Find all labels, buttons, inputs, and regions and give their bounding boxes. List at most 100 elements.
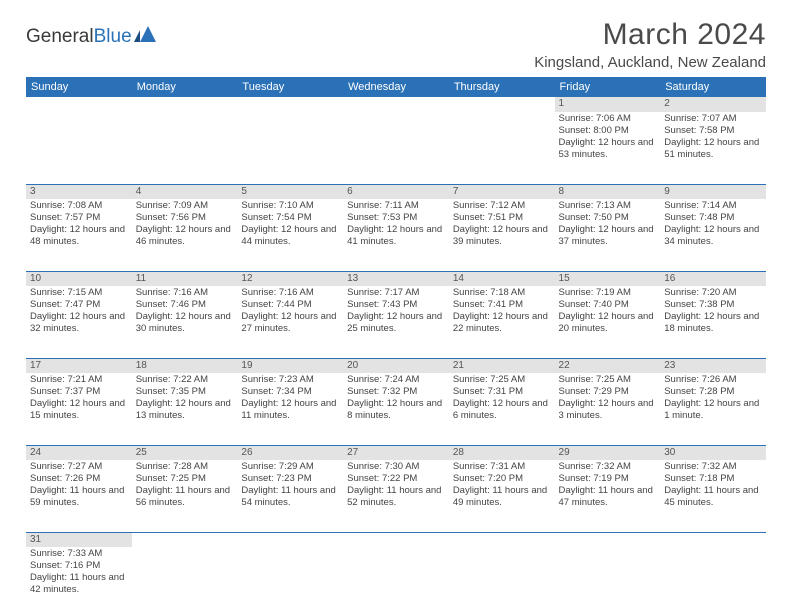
day-number-cell (555, 532, 661, 547)
day-content-cell: Sunrise: 7:12 AMSunset: 7:51 PMDaylight:… (449, 199, 555, 271)
daylight-text: Daylight: 11 hours and 59 minutes. (30, 485, 128, 509)
daylight-text: Daylight: 12 hours and 3 minutes. (559, 398, 657, 422)
daylight-text: Daylight: 12 hours and 27 minutes. (241, 311, 339, 335)
daylight-text: Daylight: 12 hours and 39 minutes. (453, 224, 551, 248)
day-content-cell: Sunrise: 7:28 AMSunset: 7:25 PMDaylight:… (132, 460, 238, 532)
sunrise-text: Sunrise: 7:09 AM (136, 200, 234, 212)
daynum-row: 3456789 (26, 184, 766, 199)
sunset-text: Sunset: 7:44 PM (241, 299, 339, 311)
content-row: Sunrise: 7:06 AMSunset: 8:00 PMDaylight:… (26, 112, 766, 184)
day-number-cell: 26 (237, 445, 343, 460)
daynum-row: 17181920212223 (26, 358, 766, 373)
sunrise-text: Sunrise: 7:29 AM (241, 461, 339, 473)
day-details: Sunrise: 7:08 AMSunset: 7:57 PMDaylight:… (30, 199, 128, 248)
day-details: Sunrise: 7:21 AMSunset: 7:37 PMDaylight:… (30, 373, 128, 422)
daylight-text: Daylight: 12 hours and 22 minutes. (453, 311, 551, 335)
day-number-cell: 5 (237, 184, 343, 199)
day-number-cell: 10 (26, 271, 132, 286)
daylight-text: Daylight: 12 hours and 6 minutes. (453, 398, 551, 422)
day-number-cell: 6 (343, 184, 449, 199)
day-details: Sunrise: 7:30 AMSunset: 7:22 PMDaylight:… (347, 460, 445, 509)
day-number-cell: 8 (555, 184, 661, 199)
day-number-cell: 15 (555, 271, 661, 286)
sunset-text: Sunset: 7:29 PM (559, 386, 657, 398)
day-number-cell: 1 (555, 97, 661, 112)
day-number-cell: 11 (132, 271, 238, 286)
day-number-cell: 30 (660, 445, 766, 460)
day-content-cell: Sunrise: 7:25 AMSunset: 7:29 PMDaylight:… (555, 373, 661, 445)
daylight-text: Daylight: 12 hours and 20 minutes. (559, 311, 657, 335)
content-row: Sunrise: 7:27 AMSunset: 7:26 PMDaylight:… (26, 460, 766, 532)
daynum-row: 12 (26, 97, 766, 112)
day-content-cell: Sunrise: 7:15 AMSunset: 7:47 PMDaylight:… (26, 286, 132, 358)
day-details: Sunrise: 7:33 AMSunset: 7:16 PMDaylight:… (30, 547, 128, 596)
day-details: Sunrise: 7:18 AMSunset: 7:41 PMDaylight:… (453, 286, 551, 335)
daylight-text: Daylight: 12 hours and 15 minutes. (30, 398, 128, 422)
sunset-text: Sunset: 7:50 PM (559, 212, 657, 224)
day-number-cell: 21 (449, 358, 555, 373)
sunset-text: Sunset: 7:18 PM (664, 473, 762, 485)
sunrise-text: Sunrise: 7:22 AM (136, 374, 234, 386)
page-header: GeneralBlue March 2024 Kingsland, Auckla… (26, 18, 766, 71)
daylight-text: Daylight: 12 hours and 48 minutes. (30, 224, 128, 248)
day-content-cell: Sunrise: 7:16 AMSunset: 7:46 PMDaylight:… (132, 286, 238, 358)
sunrise-text: Sunrise: 7:23 AM (241, 374, 339, 386)
logo-text-dark: General (26, 26, 94, 48)
day-header: Thursday (449, 77, 555, 97)
sunset-text: Sunset: 7:28 PM (664, 386, 762, 398)
sunrise-text: Sunrise: 7:14 AM (664, 200, 762, 212)
day-content-cell: Sunrise: 7:18 AMSunset: 7:41 PMDaylight:… (449, 286, 555, 358)
daylight-text: Daylight: 12 hours and 37 minutes. (559, 224, 657, 248)
sunrise-text: Sunrise: 7:10 AM (241, 200, 339, 212)
day-details: Sunrise: 7:14 AMSunset: 7:48 PMDaylight:… (664, 199, 762, 248)
day-content-cell (343, 112, 449, 184)
day-content-cell: Sunrise: 7:07 AMSunset: 7:58 PMDaylight:… (660, 112, 766, 184)
calendar-page: GeneralBlue March 2024 Kingsland, Auckla… (0, 0, 792, 609)
day-details: Sunrise: 7:28 AMSunset: 7:25 PMDaylight:… (136, 460, 234, 509)
day-content-cell: Sunrise: 7:24 AMSunset: 7:32 PMDaylight:… (343, 373, 449, 445)
day-content-cell: Sunrise: 7:06 AMSunset: 8:00 PMDaylight:… (555, 112, 661, 184)
day-details: Sunrise: 7:26 AMSunset: 7:28 PMDaylight:… (664, 373, 762, 422)
day-details: Sunrise: 7:32 AMSunset: 7:19 PMDaylight:… (559, 460, 657, 509)
day-number-cell: 23 (660, 358, 766, 373)
day-content-cell: Sunrise: 7:10 AMSunset: 7:54 PMDaylight:… (237, 199, 343, 271)
day-content-cell: Sunrise: 7:19 AMSunset: 7:40 PMDaylight:… (555, 286, 661, 358)
sunrise-text: Sunrise: 7:27 AM (30, 461, 128, 473)
day-content-cell: Sunrise: 7:29 AMSunset: 7:23 PMDaylight:… (237, 460, 343, 532)
sunset-text: Sunset: 7:35 PM (136, 386, 234, 398)
day-details: Sunrise: 7:22 AMSunset: 7:35 PMDaylight:… (136, 373, 234, 422)
day-details: Sunrise: 7:25 AMSunset: 7:31 PMDaylight:… (453, 373, 551, 422)
day-content-cell: Sunrise: 7:09 AMSunset: 7:56 PMDaylight:… (132, 199, 238, 271)
sunrise-text: Sunrise: 7:07 AM (664, 113, 762, 125)
sunset-text: Sunset: 7:19 PM (559, 473, 657, 485)
day-content-cell (132, 112, 238, 184)
sunset-text: Sunset: 7:25 PM (136, 473, 234, 485)
day-number-cell: 14 (449, 271, 555, 286)
sunrise-text: Sunrise: 7:16 AM (136, 287, 234, 299)
sunrise-text: Sunrise: 7:31 AM (453, 461, 551, 473)
day-details: Sunrise: 7:06 AMSunset: 8:00 PMDaylight:… (559, 112, 657, 161)
sunrise-text: Sunrise: 7:25 AM (559, 374, 657, 386)
logo: GeneralBlue (26, 26, 156, 48)
daylight-text: Daylight: 12 hours and 8 minutes. (347, 398, 445, 422)
sunrise-text: Sunrise: 7:33 AM (30, 548, 128, 560)
sunrise-text: Sunrise: 7:19 AM (559, 287, 657, 299)
daylight-text: Daylight: 12 hours and 34 minutes. (664, 224, 762, 248)
daylight-text: Daylight: 12 hours and 44 minutes. (241, 224, 339, 248)
day-number-cell: 18 (132, 358, 238, 373)
day-content-cell (449, 547, 555, 599)
daylight-text: Daylight: 12 hours and 1 minute. (664, 398, 762, 422)
day-content-cell (343, 547, 449, 599)
day-details: Sunrise: 7:25 AMSunset: 7:29 PMDaylight:… (559, 373, 657, 422)
sunrise-text: Sunrise: 7:24 AM (347, 374, 445, 386)
day-number-cell (132, 97, 238, 112)
sunrise-text: Sunrise: 7:32 AM (559, 461, 657, 473)
sunset-text: Sunset: 7:23 PM (241, 473, 339, 485)
daylight-text: Daylight: 12 hours and 18 minutes. (664, 311, 762, 335)
daylight-text: Daylight: 12 hours and 46 minutes. (136, 224, 234, 248)
calendar-table: SundayMondayTuesdayWednesdayThursdayFrid… (26, 77, 766, 599)
sunset-text: Sunset: 7:58 PM (664, 125, 762, 137)
day-number-cell (343, 532, 449, 547)
content-row: Sunrise: 7:15 AMSunset: 7:47 PMDaylight:… (26, 286, 766, 358)
day-details: Sunrise: 7:09 AMSunset: 7:56 PMDaylight:… (136, 199, 234, 248)
